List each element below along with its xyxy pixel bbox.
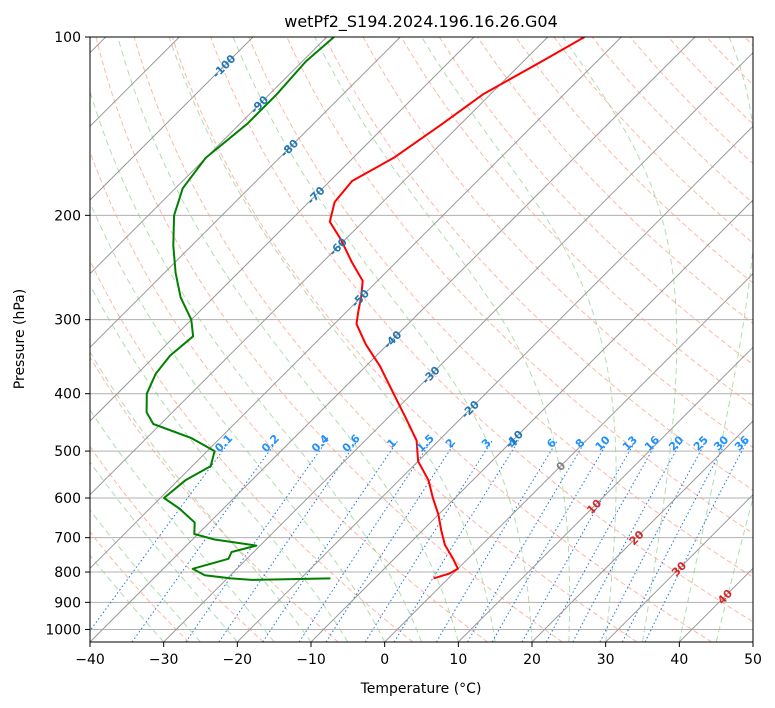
x-tick-label: 20 [523,652,541,668]
isotherm-line [90,37,254,201]
isotherm-line [90,37,475,422]
moist-adiabat [90,509,201,642]
moist-adiabat [715,496,753,642]
x-tick-label: −30 [149,652,179,668]
x-tick-label: 0 [380,652,389,668]
mixing-ratio-line [644,440,748,642]
dry-adiabat [95,37,563,642]
isotherm-line [90,37,622,570]
x-tick-label: 50 [744,652,762,668]
moist-adiabat [314,37,571,642]
mixing-ratio-line [545,440,659,642]
dry-adiabat [90,531,190,642]
moist-adiabat [90,89,422,642]
chart-title: wetPf2_S194.2024.196.16.26.G04 [284,12,558,32]
mixing-ratio-line [491,440,609,642]
temperature-profile-line [328,37,585,580]
mixing-ratio-line [325,440,457,642]
y-tick-label: 500 [54,444,81,460]
dry-adiabat [90,150,488,642]
y-tick-label: 400 [54,387,81,403]
isotherm-line [310,199,753,642]
isotherm-line [163,51,753,642]
dewpoint-profile-line [145,37,335,581]
y-axis-title: Pressure (hPa) [12,289,28,389]
moist-adiabat [90,283,349,642]
moist-adiabat [678,37,753,642]
mixing-ratio-line [572,440,683,642]
y-tick-label: 300 [54,313,81,329]
mixing-ratio-lines [90,440,748,642]
mixing-ratio-line [521,440,637,642]
mixing-ratio-line [435,440,558,642]
dry-adiabat [553,37,753,244]
x-tick-label: 10 [449,652,467,668]
isotherm-line [531,420,753,642]
mixing-ratio-line [298,440,432,642]
dry-adiabat [171,37,712,642]
dry-adiabat [591,37,753,204]
isotherms [90,37,753,642]
mixing-ratio-line [262,440,399,642]
y-tick-label: 900 [54,595,81,611]
dry-adiabats [90,37,753,642]
dry-adiabat [477,37,753,325]
moist-adiabat [90,409,275,642]
mixing-ratio-line [364,440,493,642]
moist-adiabat [562,37,678,642]
y-tick-label: 1000 [45,622,81,638]
y-tick-label: 700 [54,531,81,547]
isotherm-line [457,346,753,642]
isotherm-line [90,37,696,642]
y-tick-label: 600 [54,491,81,507]
x-tick-label: −20 [223,652,253,668]
dry-adiabat [133,37,638,642]
dry-adiabat [90,259,414,642]
moist-adiabat [421,37,617,642]
mixing-ratio-line [131,440,278,642]
x-axis-title: Temperature (°C) [360,681,482,697]
x-tick-label: 40 [670,652,688,668]
y-tick-label: 800 [54,565,81,581]
dry-adiabat [324,37,753,491]
dry-adiabat [210,37,753,623]
x-axis-ticks: −40 −30 −20 −10 0 10 20 30 40 50 [75,642,762,668]
moist-adiabat [168,37,496,642]
dry-adiabat [400,37,753,407]
moist-adiabat [90,461,238,642]
x-tick-label: 30 [597,652,615,668]
mixing-ratio-line [185,440,328,642]
dry-adiabat [286,37,753,534]
mixing-ratio-line [467,440,587,642]
y-tick-label: 200 [54,208,81,224]
moist-adiabats [90,37,753,642]
isotherm-line [605,493,753,642]
isotherm-line [236,125,753,642]
plot-frame [89,36,754,643]
y-tick-label: 100 [54,30,81,46]
mixing-ratio-line [90,440,231,632]
x-tick-label: −10 [296,652,326,668]
dry-adiabat [438,37,753,365]
dry-adiabat [248,37,753,578]
isotherm-line [90,37,549,496]
x-tick-label: −40 [75,652,105,668]
moist-adiabat [90,201,386,642]
isotherm-line [90,37,401,349]
y-axis-ticks: 100 200 300 400 500 600 700 800 900 1000 [45,30,90,638]
moist-adiabat [232,37,533,642]
sounding-series [145,37,585,581]
isotherm-line [90,37,328,275]
isotherm-line [384,272,753,642]
